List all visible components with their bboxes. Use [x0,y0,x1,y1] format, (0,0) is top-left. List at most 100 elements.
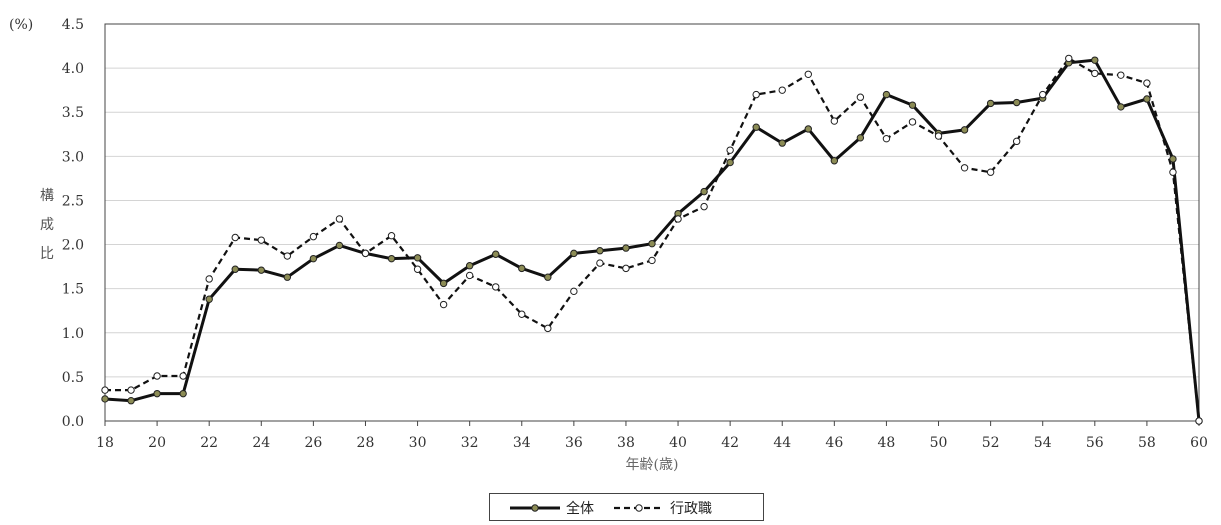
data-point-0 [153,389,161,398]
series-line-1 [105,57,1201,422]
data-point-0 [1143,95,1151,103]
x-tick-label: 48 [878,435,896,451]
x-tick-label: 50 [930,435,948,451]
x-axis-label: 年齢(歳) [626,457,679,473]
x-tick-label: 32 [461,435,479,451]
gridlines [105,67,1199,378]
data-point-0 [1012,98,1021,107]
y-tick-label: 4.5 [62,17,84,33]
y-unit-label: (%) [9,17,33,33]
data-point-1 [570,287,578,296]
data-point-0 [179,389,187,398]
data-point-0 [726,158,734,167]
data-point-1 [596,259,604,267]
x-tick-label: 24 [252,435,270,451]
data-point-0 [387,254,396,263]
data-point-0 [231,265,239,273]
data-point-0 [518,264,526,273]
x-tick-label: 22 [200,435,218,451]
data-point-1 [153,372,161,380]
data-point-0 [309,254,318,263]
y-tick-label: 3.0 [62,149,84,165]
data-point-1 [413,265,422,273]
legend-swatch-solid [510,504,560,512]
x-tick-label: 18 [96,435,114,451]
plot-area [104,23,1200,422]
x-tick-label: 42 [721,435,739,451]
data-point-0 [257,266,265,274]
legend-label-gyoseishoku: 行政職 [670,501,712,517]
data-point-0 [283,273,292,281]
data-point-1 [127,386,135,394]
y-axis-label: 構成比 [40,188,54,262]
data-point-0 [856,134,865,142]
data-point-1 [518,310,526,318]
data-point-1 [726,146,734,154]
data-point-1 [1169,168,1177,176]
data-point-0 [648,239,656,248]
data-point-1 [309,232,318,241]
x-tick-label: 56 [1086,435,1104,451]
x-tick-label: 58 [1138,435,1156,451]
data-point-1 [179,372,187,380]
x-tick-label: 36 [565,435,583,451]
data-point-1 [1195,417,1203,425]
data-point-1 [439,300,448,309]
x-tick-label: 44 [773,435,791,451]
data-point-0 [752,123,760,131]
data-point-1 [674,215,682,223]
x-tick-label: 34 [513,435,531,451]
x-tick-label: 54 [1034,435,1052,451]
data-point-0 [622,244,630,252]
legend-item-gyoseishoku: 行政職 [612,498,712,518]
y-tick-label: 0.5 [62,370,84,386]
x-tick-label: 52 [982,435,1000,451]
data-point-1 [856,93,865,101]
data-point-0 [127,397,135,405]
data-point-1 [205,275,213,283]
data-point-0 [101,395,109,403]
data-point-1 [830,117,839,125]
y-tick-label: 4.0 [62,61,84,77]
data-point-1 [804,70,812,78]
data-point-0 [908,101,917,109]
data-point-1 [882,134,891,143]
data-point-0 [544,273,552,281]
y-tick-label: 1.0 [62,326,84,342]
legend: 全体 行政職 [489,493,764,521]
data-point-0 [492,250,500,258]
y-tick-label: 1.5 [62,282,84,298]
x-tick-label: 40 [669,435,687,451]
y-label-char: 構 [40,188,54,204]
data-point-1 [1012,137,1021,146]
data-point-0 [335,241,344,250]
data-point-1 [1117,71,1125,79]
data-point-0 [439,279,448,288]
data-point-0 [882,90,891,99]
data-point-1 [387,232,396,240]
data-point-0 [413,254,422,262]
data-point-1 [1065,54,1073,63]
x-axis-ticks: 18 20 22 24 26 28 30 32 34 36 38 40 42 44 46 48 50 52 54 56… [96,421,1208,451]
data-point-1 [283,252,292,260]
data-point-1 [752,90,760,99]
data-point-1 [960,164,969,172]
data-point-1 [492,283,500,291]
x-tick-label: 20 [148,435,166,451]
data-point-0 [804,125,812,133]
data-point-1 [544,324,552,333]
x-tick-label: 28 [357,435,375,451]
data-point-0 [1117,103,1125,111]
data-point-0 [1169,155,1177,163]
data-point-1 [231,233,239,242]
data-point-1 [101,386,109,394]
data-point-0 [986,99,995,108]
y-tick-label: 2.0 [62,238,84,254]
data-point-0 [596,247,604,255]
data-point-1 [622,264,630,273]
x-tick-label: 30 [409,435,427,451]
data-point-1 [1143,79,1151,87]
data-point-1 [1091,69,1099,78]
y-tick-label: 3.5 [62,105,84,121]
legend-label-zentai: 全体 [566,501,594,517]
